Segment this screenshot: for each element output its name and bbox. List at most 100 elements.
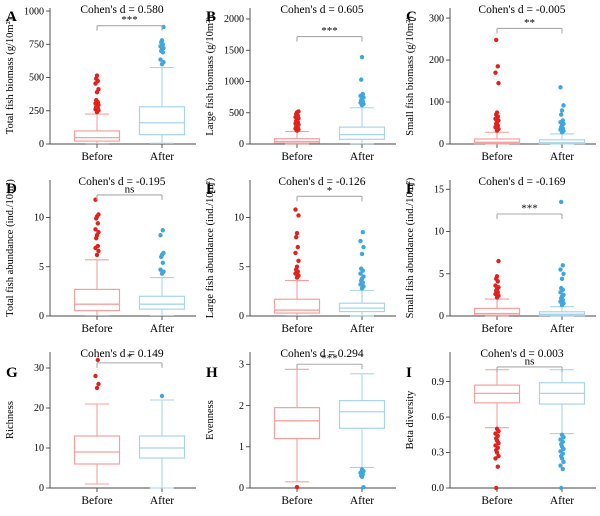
outlier-point <box>94 73 100 78</box>
boxplot-svg-C: 0 100 200 300 Before After Small fish biomass … <box>405 4 596 163</box>
iqr-box <box>473 307 521 316</box>
outlier-point <box>558 463 563 468</box>
significance-bracket: ** <box>496 17 563 34</box>
axes: 0 250 500 750 1000 Before After <box>24 6 196 163</box>
outlier-point <box>496 80 501 86</box>
panel-title: Cohen's d = 0.003 <box>480 348 564 360</box>
after-box-group <box>138 228 186 317</box>
y-tick-label: 15 <box>434 184 444 195</box>
y-tick-label: 1000 <box>224 77 244 88</box>
y-tick-label: 1500 <box>224 45 244 56</box>
y-tick-label: 0 <box>39 139 44 150</box>
x-tick-label: Before <box>481 495 512 507</box>
outlier-point <box>494 485 499 491</box>
x-tick-label: Before <box>281 323 312 335</box>
outlier-point <box>496 440 501 446</box>
outlier-point <box>296 258 301 264</box>
outlier-point <box>96 248 101 254</box>
outlier-point <box>361 244 366 250</box>
boxplot-svg-F: 0 5 10 15 Before After Small fish abundance (i… <box>405 176 596 335</box>
outlier-point <box>493 283 498 288</box>
significance-bracket: *** <box>96 14 163 31</box>
outlier-point <box>294 484 300 490</box>
y-tick-label: 10 <box>34 443 44 454</box>
before-box-group <box>73 73 121 145</box>
panel-I: 0.0 0.3 0.6 0.9 Before After Beta diversity Coh… <box>400 344 600 516</box>
outlier-point <box>293 207 298 212</box>
outlier-point <box>560 118 565 123</box>
outlier-point <box>296 213 301 218</box>
outlier-point <box>559 456 565 461</box>
boxplot-svg-E: 0 5 10 Before After Large fish abundance (ind… <box>205 176 396 335</box>
x-tick-label: Before <box>81 151 112 163</box>
significance-label: *** <box>121 14 138 26</box>
significance-bracket: ns <box>496 355 563 372</box>
outlier-point <box>96 381 101 387</box>
iqr-box <box>338 126 386 140</box>
x-tick-label: Before <box>481 151 512 163</box>
outlier-point <box>561 292 566 298</box>
outlier-point <box>560 466 565 472</box>
y-tick-label: 500 <box>29 73 44 84</box>
outlier-point <box>293 250 298 256</box>
panel-C: 0 100 200 300 Before After Small fish biomass … <box>400 0 600 172</box>
outlier-point <box>561 459 566 465</box>
outlier-point <box>496 453 501 459</box>
axes: 0 500 1000 1500 2000 Before After <box>224 8 396 163</box>
panel-B: 0 500 1000 1500 2000 Before After Large fish bi… <box>200 0 400 172</box>
outlier-point <box>158 232 163 238</box>
significance-label: * <box>127 351 133 363</box>
x-tick-label: Before <box>481 323 512 335</box>
panel-letter: C <box>406 9 417 25</box>
x-tick-label: After <box>150 323 174 335</box>
outlier-point <box>161 60 166 65</box>
panel-letter: E <box>206 181 216 197</box>
y-tick-label: 0 <box>239 139 244 150</box>
outlier-point <box>496 429 501 434</box>
panel-title: Cohen's d = 0.580 <box>80 4 164 16</box>
x-tick-label: After <box>350 323 374 335</box>
outlier-point <box>93 227 98 232</box>
y-tick-label: 20 <box>34 403 44 414</box>
significance-bracket: ns <box>96 183 163 200</box>
outlier-point <box>94 252 100 258</box>
outlier-point <box>294 264 300 269</box>
outlier-point <box>160 228 165 233</box>
y-axis-label: Small fish biomass (g/10m²) <box>405 16 416 136</box>
panel-title: Cohen's d = -0.169 <box>478 176 565 188</box>
iqr-box <box>538 139 586 145</box>
outlier-point <box>96 87 101 92</box>
y-tick-label: 10 <box>34 213 44 224</box>
outlier-point <box>360 230 365 235</box>
outlier-point <box>95 357 101 363</box>
boxplot-svg-D: 0 5 10 Before After Total fish abundance (ind… <box>5 176 196 335</box>
x-tick-label: Before <box>81 323 112 335</box>
boxplot-svg-B: 0 500 1000 1500 2000 Before After Large fish bi… <box>205 4 396 163</box>
x-tick-label: After <box>550 151 574 163</box>
outlier-point <box>561 446 566 452</box>
y-axis-label: Small fish abundance (ind./10m²) <box>405 177 416 318</box>
significance-bracket: *** <box>296 353 363 370</box>
outlier-point <box>95 243 101 249</box>
y-axis-label: Total fish abundance (ind./10m²) <box>5 179 16 317</box>
y-tick-label: 5 <box>439 269 444 280</box>
outlier-point <box>560 263 565 268</box>
y-tick-label: 3 <box>239 360 244 371</box>
iqr-box <box>138 106 186 136</box>
y-tick-label: 0.3 <box>432 448 445 459</box>
axes: 0 5 10 Before After <box>234 180 396 335</box>
after-box-group <box>338 373 386 490</box>
outlier-point <box>161 250 166 256</box>
outlier-point <box>359 266 364 271</box>
outlier-point <box>493 456 498 461</box>
panel-letter: D <box>6 181 17 197</box>
outlier-point <box>94 385 100 391</box>
y-tick-label: 0.9 <box>432 377 445 388</box>
outlier-point <box>96 212 101 217</box>
x-tick-label: After <box>550 323 574 335</box>
y-tick-label: 0.6 <box>432 412 445 423</box>
y-tick-label: 30 <box>34 363 44 374</box>
x-tick-label: After <box>350 495 374 507</box>
panel-letter: G <box>6 365 18 381</box>
iqr-box <box>138 435 186 459</box>
